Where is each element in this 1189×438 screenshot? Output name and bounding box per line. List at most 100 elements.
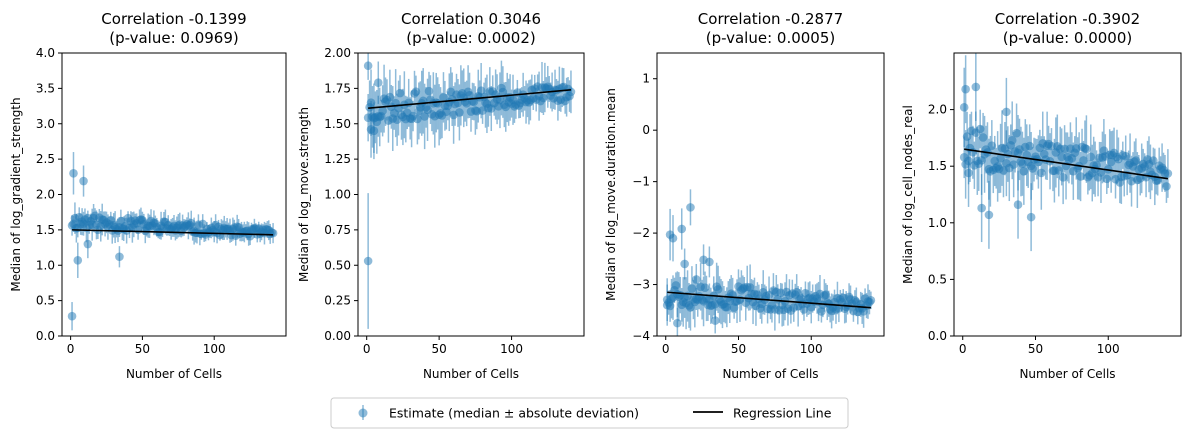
errorbar-point — [363, 193, 373, 329]
y-tick-label: 2.0 — [36, 188, 55, 202]
errorbar-point — [373, 61, 383, 104]
errorbar-point — [73, 242, 83, 278]
x-tick-label: 100 — [800, 342, 823, 356]
y-tick-label: 0.25 — [324, 294, 351, 308]
y-tick-label: 1.5 — [36, 223, 55, 237]
data-points — [662, 189, 876, 336]
y-tick-label: 0.50 — [324, 258, 351, 272]
y-tick-label: 1.5 — [928, 159, 947, 173]
x-axis-label: Number of Cells — [1019, 367, 1115, 381]
chart-title-line1: Correlation -0.2877 — [698, 10, 843, 28]
y-tick-label: 1.00 — [324, 188, 351, 202]
errorbar-point — [961, 55, 970, 124]
x-tick-label: 0 — [662, 342, 670, 356]
errorbar-point — [686, 189, 695, 226]
errorbar-point — [977, 174, 986, 243]
y-tick-label: −4 — [632, 329, 650, 343]
chart-title-line2: (p-value: 0.0002) — [406, 29, 536, 47]
errorbar-point — [866, 291, 876, 310]
errorbar-point — [971, 53, 981, 121]
errorbar-point — [1163, 149, 1173, 198]
errorbar-point — [67, 302, 77, 331]
y-tick-label: 4.0 — [36, 46, 55, 60]
legend-frame — [330, 397, 849, 429]
x-tick-label: 0 — [363, 342, 371, 356]
legend-errorbar-marker — [358, 405, 368, 420]
x-tick-label: 50 — [135, 342, 150, 356]
errorbar-point — [705, 246, 714, 278]
regression-line — [667, 291, 871, 309]
x-tick-label: 0 — [67, 342, 75, 356]
chart-panel-1: Correlation -0.1399(p-value: 0.0969) 0 50 1… — [9, 10, 287, 381]
y-tick-label: 0.00 — [324, 329, 351, 343]
y-axis-label: Median of log_move.duration.mean — [604, 88, 618, 301]
errorbar-point — [662, 284, 672, 326]
y-tick-label: 0 — [642, 123, 650, 137]
chart-title-line1: Correlation -0.1399 — [101, 10, 246, 28]
x-tick-label: 100 — [1097, 342, 1120, 356]
errorbar-point — [691, 263, 701, 295]
x-tick-label: 100 — [203, 342, 226, 356]
y-tick-label: 1.0 — [36, 258, 55, 272]
regression-line — [72, 229, 274, 236]
y-axis-label: Median of log_cell_nodes_real — [901, 105, 915, 284]
errorbar-point — [1082, 115, 1091, 183]
axes-frame — [953, 52, 1182, 337]
x-axis-label: Number of Cells — [423, 367, 519, 381]
chart-title-line2: (p-value: 0.0969) — [109, 29, 239, 47]
errorbar-point — [363, 53, 373, 80]
errorbar-point — [677, 208, 687, 250]
y-tick-label: 3.5 — [36, 81, 55, 95]
y-axis-label: Median of log_move.strength — [297, 107, 311, 282]
data-points — [67, 152, 278, 331]
chart-title-line1: Correlation -0.3902 — [995, 10, 1140, 28]
y-tick-label: 1.25 — [324, 152, 351, 166]
errorbar-point — [79, 165, 88, 197]
chart-title-line2: (p-value: 0.0000) — [1003, 29, 1133, 47]
y-tick-label: −1 — [632, 175, 650, 189]
chart-title-line2: (p-value: 0.0005) — [706, 29, 836, 47]
errorbar-point — [1013, 170, 1023, 239]
y-tick-label: 1.75 — [324, 81, 351, 95]
y-tick-label: 1.0 — [928, 216, 947, 230]
errorbar-point — [710, 307, 720, 334]
axes-frame — [61, 52, 287, 337]
y-tick-label: 2.5 — [36, 152, 55, 166]
chart-panel-3: Correlation -0.2877(p-value: 0.0005) 0 50 1… — [604, 10, 885, 381]
axes-frame — [656, 52, 885, 337]
errorbar-point — [369, 102, 379, 160]
y-tick-label: 2.00 — [324, 46, 351, 60]
errorbar-point — [668, 215, 678, 262]
y-tick-label: 1 — [642, 72, 650, 86]
y-tick-label: −3 — [632, 278, 650, 292]
regression-line — [368, 88, 572, 109]
y-tick-label: 0.5 — [928, 272, 947, 286]
x-tick-label: 100 — [500, 342, 523, 356]
regression-line — [964, 148, 1169, 180]
y-tick-label: 0.75 — [324, 223, 351, 237]
y-tick-label: −2 — [632, 226, 650, 240]
errorbar-point — [1002, 77, 1011, 146]
chart-title-line1: Correlation 0.3046 — [401, 10, 541, 28]
y-tick-label: 0.0 — [928, 329, 947, 343]
errorbar-point — [673, 307, 682, 336]
y-tick-label: 1.50 — [324, 117, 351, 131]
x-tick-label: 50 — [1028, 342, 1043, 356]
legend: Estimate (median ± absolute deviation) R… — [330, 397, 849, 429]
errorbar-point — [566, 70, 576, 114]
errorbar-point — [115, 246, 124, 268]
x-tick-label: 50 — [431, 342, 446, 356]
data-points — [363, 53, 576, 329]
data-points — [959, 53, 1173, 252]
errorbar-point — [680, 248, 689, 280]
legend-line-label: Regression Line — [733, 406, 832, 421]
legend-errorbar-label: Estimate (median ± absolute deviation) — [389, 406, 639, 421]
y-axis-label: Median of log_gradient_strength — [9, 97, 23, 291]
errorbar-point — [1058, 150, 1068, 205]
y-tick-label: 3.0 — [36, 117, 55, 131]
errorbar-point — [69, 152, 78, 195]
chart-panel-2: Correlation 0.3046(p-value: 0.0002) 0 50 10… — [297, 10, 585, 381]
errorbar-point — [1026, 183, 1036, 252]
y-tick-label: 2.0 — [928, 103, 947, 117]
